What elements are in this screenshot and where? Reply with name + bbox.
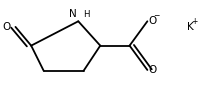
Text: +: + [191, 17, 198, 26]
Text: N: N [70, 9, 77, 19]
Text: K: K [187, 22, 194, 32]
Text: O: O [149, 16, 157, 26]
Text: O: O [149, 65, 157, 75]
Text: O: O [2, 22, 10, 32]
Text: H: H [83, 10, 90, 19]
Text: −: − [153, 11, 159, 20]
